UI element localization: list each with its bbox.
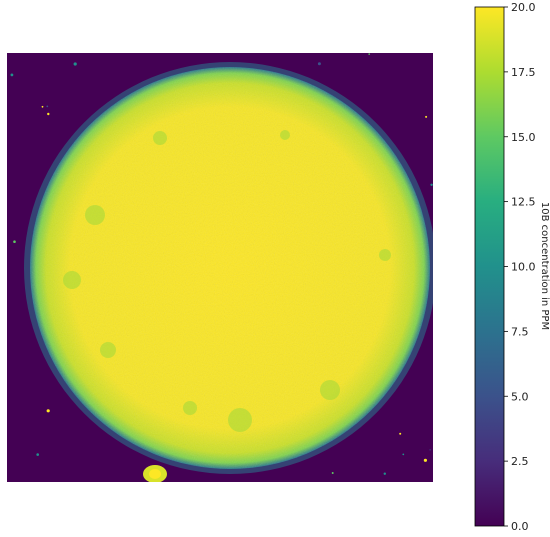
speck <box>317 62 321 66</box>
colorbar-tick-label: 0.0 <box>511 520 529 533</box>
disc-spot <box>85 205 105 225</box>
speck <box>41 105 44 108</box>
speck <box>399 432 402 435</box>
disc-spot <box>153 131 167 145</box>
speck <box>10 73 14 77</box>
disc-spot <box>320 380 340 400</box>
colorbar-tick-label: 17.5 <box>511 66 536 79</box>
speck <box>36 453 39 456</box>
colorbar-gradient <box>474 6 505 527</box>
disc-spot <box>183 401 197 415</box>
disc-spot <box>63 271 81 289</box>
disc-spot <box>379 249 391 261</box>
colorbar-ticks: 0.0 2.5 5.0 7.5 10.0 12.5 15.0 17.5 20.0 <box>504 1 536 533</box>
speck <box>46 105 49 108</box>
speck <box>383 472 386 475</box>
colorbar: 0.0 2.5 5.0 7.5 10.0 12.5 15.0 17.5 20.0 10B con… <box>474 1 550 533</box>
speck <box>368 53 371 55</box>
speck <box>13 240 16 243</box>
colorbar-label: 10B concentration in PPM <box>539 202 550 330</box>
colorbar-tick-label: 7.5 <box>511 325 529 338</box>
colorbar-tick-label: 2.5 <box>511 455 529 468</box>
disc-spot <box>100 342 116 358</box>
bottom-blob-core <box>149 469 161 479</box>
background-specks <box>10 53 433 475</box>
speck <box>331 472 334 474</box>
speck <box>73 62 77 66</box>
speck <box>47 112 50 116</box>
speck <box>425 115 428 118</box>
colorbar-tick-label: 12.5 <box>511 196 536 209</box>
disc-noise <box>30 67 430 469</box>
speck <box>402 453 405 456</box>
colorbar-tick-label: 15.0 <box>511 131 536 144</box>
speck <box>46 409 50 413</box>
colorbar-tick-label: 5.0 <box>511 390 529 403</box>
heatmap-image <box>7 53 433 482</box>
disc-spot <box>228 408 252 432</box>
colorbar-tick-label: 10.0 <box>511 261 536 274</box>
disc-spot <box>280 130 290 140</box>
disc-spots <box>63 130 391 432</box>
speck <box>423 458 427 462</box>
speck <box>430 183 433 186</box>
colorbar-tick-label: 20.0 <box>511 1 536 14</box>
speck <box>429 449 431 451</box>
